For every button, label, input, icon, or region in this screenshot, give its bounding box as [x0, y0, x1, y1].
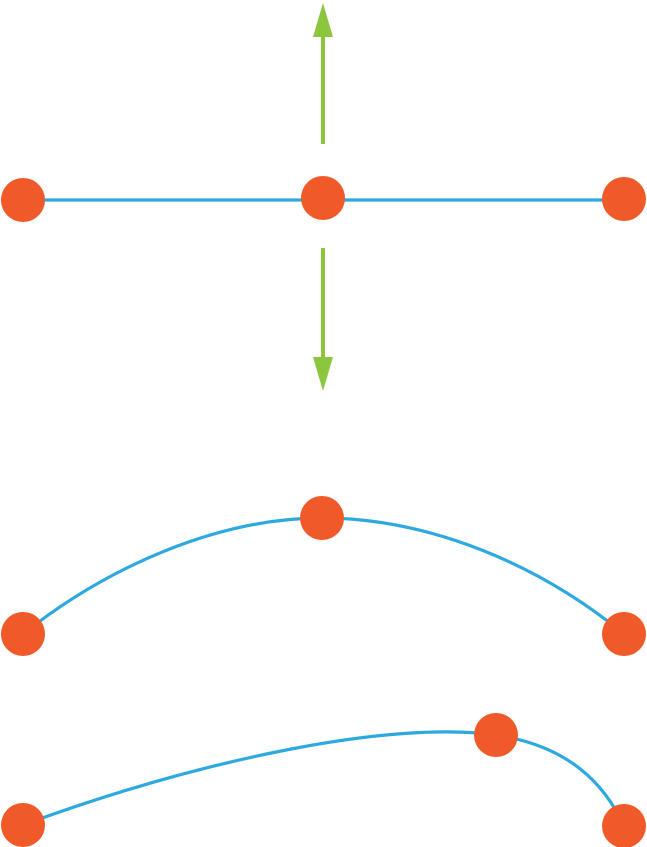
skewed-arc-panel [1, 713, 646, 847]
straight-line-panel [1, 3, 646, 391]
control-point-right[interactable] [602, 612, 646, 656]
control-point-right[interactable] [602, 804, 646, 847]
control-point-left[interactable] [1, 612, 45, 656]
symmetric-arc-panel [1, 496, 646, 656]
control-point-right[interactable] [602, 177, 646, 221]
control-point-middle[interactable] [301, 176, 345, 220]
control-point-top[interactable] [300, 496, 344, 540]
control-point-left[interactable] [1, 178, 45, 222]
control-point-left[interactable] [1, 803, 45, 847]
skewed-arc-curve [22, 730, 626, 827]
arrow-down-icon [313, 248, 333, 391]
arrow-up-icon [313, 3, 333, 144]
control-point-peak[interactable] [474, 713, 518, 757]
